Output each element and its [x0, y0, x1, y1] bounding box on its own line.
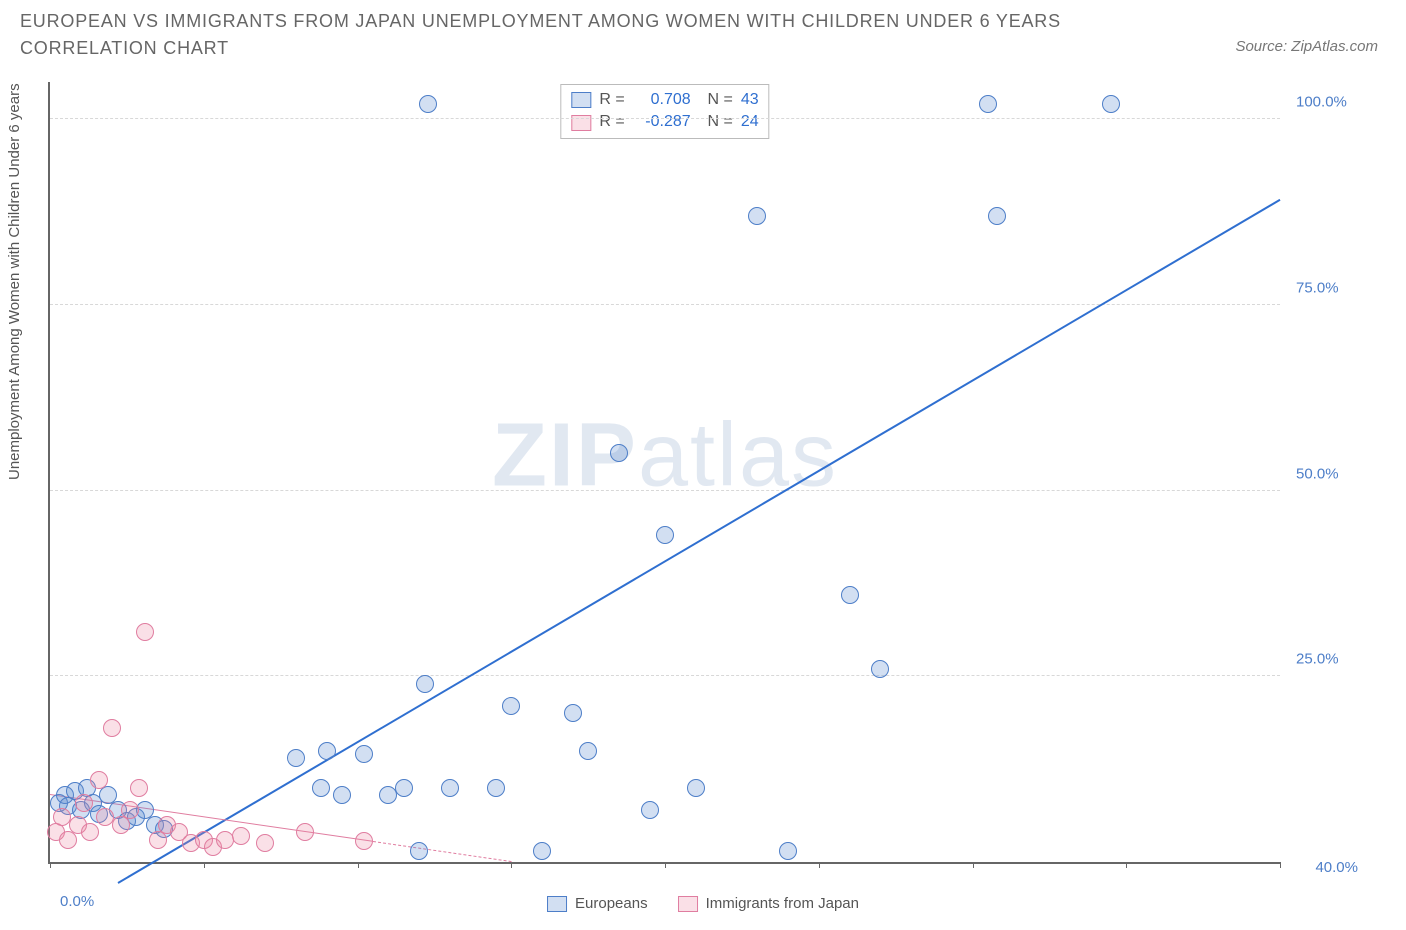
data-point [256, 834, 274, 852]
x-tick [204, 862, 205, 868]
data-point [130, 779, 148, 797]
data-point [355, 745, 373, 763]
data-point [748, 207, 766, 225]
data-point [121, 801, 139, 819]
legend-series-item: Europeans [547, 895, 648, 912]
x-tick [1126, 862, 1127, 868]
trend-line [373, 841, 512, 862]
x-tick [1280, 862, 1281, 868]
watermark: ZIPatlas [492, 405, 838, 508]
data-point [656, 526, 674, 544]
x-tick [973, 862, 974, 868]
legend-series-item: Immigrants from Japan [678, 895, 859, 912]
data-point [579, 742, 597, 760]
data-point [232, 827, 250, 845]
data-point [75, 794, 93, 812]
x-tick [511, 862, 512, 868]
x-tick-label: 0.0% [60, 893, 94, 910]
y-axis-label: Unemployment Among Women with Children U… [6, 83, 23, 480]
source-label: Source: ZipAtlas.com [1235, 38, 1378, 55]
data-point [312, 779, 330, 797]
data-point [979, 95, 997, 113]
data-point [610, 444, 628, 462]
data-point [287, 749, 305, 767]
gridline [50, 118, 1280, 119]
data-point [296, 823, 314, 841]
data-point [841, 586, 859, 604]
y-tick-label: 50.0% [1296, 465, 1366, 482]
x-tick-label: 40.0% [1315, 859, 1358, 876]
data-point [419, 95, 437, 113]
legend-stat-row: R = 0.708 N = 43 [571, 89, 758, 111]
data-point [416, 675, 434, 693]
data-point [355, 832, 373, 850]
x-tick [50, 862, 51, 868]
gridline [50, 675, 1280, 676]
data-point [441, 779, 459, 797]
legend-stat-row: R = -0.287 N = 24 [571, 111, 758, 133]
y-tick-label: 25.0% [1296, 651, 1366, 668]
x-tick [819, 862, 820, 868]
data-point [90, 771, 108, 789]
x-tick [665, 862, 666, 868]
data-point [988, 207, 1006, 225]
data-point [136, 623, 154, 641]
data-point [533, 842, 551, 860]
data-point [779, 842, 797, 860]
y-tick-label: 75.0% [1296, 279, 1366, 296]
y-tick-label: 100.0% [1296, 94, 1366, 111]
gridline [50, 304, 1280, 305]
data-point [564, 704, 582, 722]
chart-title: EUROPEAN VS IMMIGRANTS FROM JAPAN UNEMPL… [20, 8, 1146, 62]
legend-stats: R = 0.708 N = 43R = -0.287 N = 24 [560, 84, 769, 139]
x-tick [358, 862, 359, 868]
legend-series: Europeans Immigrants from Japan [547, 895, 859, 912]
data-point [318, 742, 336, 760]
data-point [641, 801, 659, 819]
data-point [410, 842, 428, 860]
data-point [81, 823, 99, 841]
data-point [395, 779, 413, 797]
data-point [487, 779, 505, 797]
data-point [687, 779, 705, 797]
data-point [871, 660, 889, 678]
data-point [502, 697, 520, 715]
data-point [1102, 95, 1120, 113]
scatter-plot: ZIPatlas R = 0.708 N = 43R = -0.287 N = … [48, 82, 1280, 864]
data-point [333, 786, 351, 804]
data-point [103, 719, 121, 737]
gridline [50, 490, 1280, 491]
